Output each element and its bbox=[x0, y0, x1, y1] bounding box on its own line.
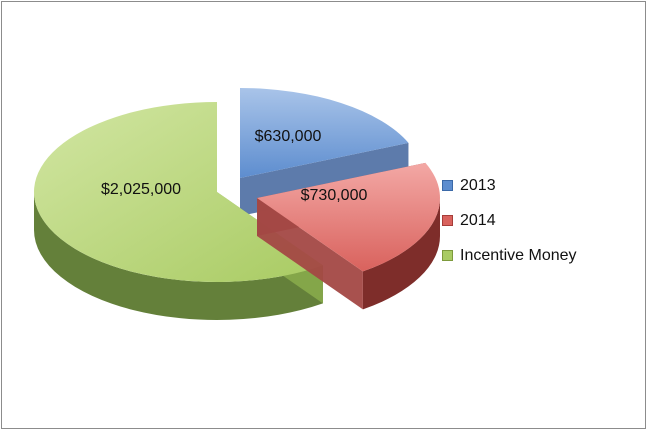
slice-top-incentive-money bbox=[33, 102, 323, 283]
legend-label-2014: 2014 bbox=[460, 211, 496, 229]
slice-2014 bbox=[257, 162, 441, 310]
pie-slices bbox=[33, 88, 441, 320]
legend-swatch-2013 bbox=[442, 180, 453, 191]
data-label-incentive-money: $2,025,000 bbox=[101, 181, 181, 198]
legend-item-incentive-money: Incentive Money bbox=[442, 238, 577, 273]
legend-label-2013: 2013 bbox=[460, 176, 496, 194]
slice-incentive-money bbox=[33, 102, 323, 320]
slice-cut-2014-1 bbox=[257, 198, 363, 310]
data-label-2013: $630,000 bbox=[255, 128, 322, 145]
legend-swatch-incentive-money bbox=[442, 250, 453, 261]
slice-side-2014 bbox=[362, 198, 440, 310]
slice-side-incentive-money bbox=[34, 192, 323, 320]
legend-swatch-2014 bbox=[442, 215, 453, 226]
legend-item-2013: 2013 bbox=[442, 168, 577, 203]
slice-top-2013 bbox=[240, 88, 409, 178]
slice-top-2014 bbox=[257, 162, 441, 272]
pie-data-labels: $630,000 $730,000 $2,025,000 bbox=[101, 128, 368, 204]
legend-item-2014: 2014 bbox=[442, 203, 577, 238]
legend-label-incentive-money: Incentive Money bbox=[460, 246, 577, 264]
data-label-2014: $730,000 bbox=[301, 187, 368, 204]
legend: 2013 2014 Incentive Money bbox=[442, 168, 577, 273]
